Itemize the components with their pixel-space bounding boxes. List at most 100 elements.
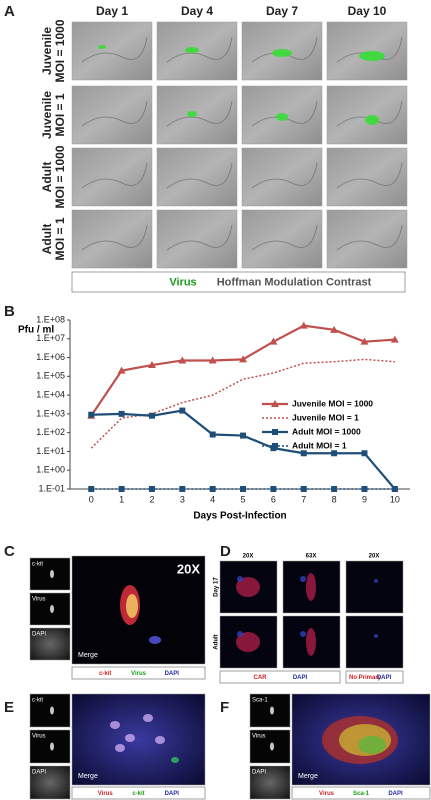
label: 4 <box>210 494 215 504</box>
label: DAPI <box>388 791 403 797</box>
label: A <box>4 3 15 20</box>
label: 5 <box>241 494 246 504</box>
label: 1.E-01 <box>38 483 65 493</box>
label: DAPI <box>32 632 46 638</box>
marker <box>240 432 247 439</box>
label: c-kit <box>32 698 43 704</box>
label: 6 <box>271 494 276 504</box>
marker <box>300 486 307 492</box>
label: 1.E+02 <box>36 427 65 437</box>
cell <box>149 636 161 644</box>
label: MOI = 1 <box>53 217 67 260</box>
marker <box>209 486 216 492</box>
cell <box>358 736 386 754</box>
marker <box>269 337 278 345</box>
image <box>71 209 153 269</box>
label: 1 <box>119 494 124 504</box>
cell <box>98 45 106 49</box>
marker <box>240 486 247 492</box>
marker <box>88 486 95 492</box>
image <box>29 693 71 728</box>
label: Juvenile <box>40 91 54 139</box>
marker <box>300 450 307 457</box>
cell <box>276 113 288 121</box>
cell <box>300 631 306 637</box>
cell <box>187 111 197 117</box>
label: Sca-1 <box>353 791 370 797</box>
image <box>326 21 408 81</box>
label: MOI = 1 <box>53 93 67 136</box>
label: F <box>220 699 229 716</box>
marker <box>390 335 399 343</box>
marker <box>209 431 216 438</box>
marker <box>208 356 217 364</box>
image <box>71 147 153 207</box>
cell <box>300 576 306 582</box>
cell <box>365 115 379 125</box>
image <box>71 693 206 786</box>
image <box>241 147 323 207</box>
cell-outline <box>81 36 148 63</box>
image <box>156 85 238 145</box>
marker <box>331 450 338 457</box>
label: DAPI <box>165 791 180 797</box>
label: D <box>220 543 231 560</box>
image <box>71 21 153 81</box>
cell <box>126 594 138 618</box>
image <box>29 765 71 800</box>
marker <box>179 407 186 414</box>
label: 0 <box>89 494 94 504</box>
label: 7 <box>301 494 306 504</box>
label: 1.E+03 <box>36 408 65 418</box>
label: Day 7 <box>266 4 298 18</box>
cell-outline <box>251 162 318 189</box>
image <box>249 765 291 800</box>
cell <box>359 51 385 61</box>
marker <box>331 486 338 492</box>
cell <box>374 634 378 638</box>
cell-outline <box>336 162 403 189</box>
label: DAPI <box>377 675 392 681</box>
label: 20X <box>177 561 200 576</box>
cell-outline <box>166 224 233 251</box>
label: 1.E+04 <box>36 389 65 399</box>
cell <box>272 49 292 57</box>
legend-marker <box>272 429 278 435</box>
cell-outline <box>81 100 148 127</box>
label: Merge <box>78 652 98 659</box>
cell-outline <box>251 36 318 63</box>
series-line <box>91 409 396 490</box>
label: Juvenile MOI = 1000 <box>292 398 373 408</box>
image <box>241 209 323 269</box>
label: C <box>4 543 15 560</box>
label: Virus <box>252 734 266 740</box>
label: 3 <box>180 494 185 504</box>
cell <box>155 736 165 744</box>
label: 1.E+06 <box>36 352 65 362</box>
cell-outline <box>166 100 233 127</box>
cell <box>237 631 243 637</box>
legend-box <box>71 786 206 800</box>
label: Virus <box>319 791 335 797</box>
label: 1.E+08 <box>36 314 65 324</box>
label: Day 4 <box>181 4 213 18</box>
cell-outline <box>251 224 318 251</box>
label: Adult <box>40 224 54 255</box>
cell <box>50 570 54 578</box>
label: Hoffman Modulation Contrast <box>217 276 372 288</box>
label: DAPI <box>293 675 308 681</box>
cell <box>374 579 378 583</box>
label: DAPI <box>165 671 180 677</box>
cell-outline <box>81 224 148 251</box>
cell <box>236 632 260 652</box>
marker <box>179 486 186 492</box>
image <box>29 627 71 661</box>
label: Juvenile MOI = 1 <box>292 412 359 422</box>
label: Juvenile <box>40 27 54 75</box>
cell <box>125 734 135 742</box>
image <box>156 147 238 207</box>
label: 1.E+00 <box>36 465 65 475</box>
cell-outline <box>81 162 148 189</box>
cell <box>110 721 120 729</box>
